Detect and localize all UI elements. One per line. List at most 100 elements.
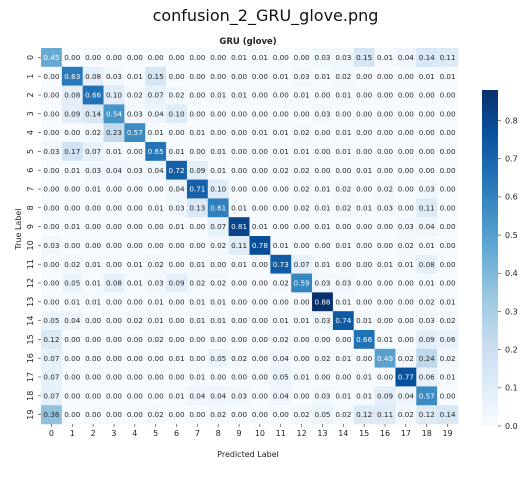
cell-value-label: 0.00 xyxy=(106,53,122,62)
cell-value-label: 0.00 xyxy=(64,354,80,363)
cell-value-label: 0.00 xyxy=(231,185,247,194)
cell-value-label: 0.00 xyxy=(210,109,226,118)
x-tick-label: 7 xyxy=(195,429,200,438)
cell-value-label: 0.01 xyxy=(273,147,289,156)
heatmap-cell xyxy=(61,142,83,162)
heatmap-cell xyxy=(207,386,229,406)
cell-value-label: 0.00 xyxy=(440,147,456,156)
heatmap-cell xyxy=(416,311,438,331)
heatmap-cell xyxy=(291,292,313,312)
cell-value-label: 0.03 xyxy=(419,316,435,325)
heatmap-cell xyxy=(395,292,417,312)
cell-value-label: 0.02 xyxy=(210,241,226,250)
heatmap-cell xyxy=(353,348,375,368)
heatmap-cell xyxy=(291,405,313,425)
heatmap-cell xyxy=(186,367,209,387)
heatmap-cell xyxy=(124,198,146,218)
cell-value-label: 0.00 xyxy=(377,109,393,118)
heatmap-cell xyxy=(249,48,271,68)
cell-value-label: 0.01 xyxy=(273,72,289,81)
heatmap-cell xyxy=(312,236,334,256)
heatmap-cell xyxy=(186,273,209,293)
cell-value-label: 0.01 xyxy=(85,279,101,288)
heatmap-cell xyxy=(312,217,334,237)
heatmap-cell xyxy=(41,405,63,425)
cell-value-label: 0.00 xyxy=(148,354,164,363)
heatmap-cell xyxy=(41,48,63,68)
cell-value-label: 0.03 xyxy=(294,72,310,81)
heatmap-cell xyxy=(332,104,355,124)
heatmap-cell xyxy=(353,254,375,274)
heatmap-cell xyxy=(312,66,334,86)
heatmap-cell xyxy=(437,236,459,256)
cell-value-label: 0.01 xyxy=(148,297,164,306)
heatmap-cell xyxy=(353,236,375,256)
cell-value-label: 0.01 xyxy=(294,91,310,100)
heatmap-cell xyxy=(312,273,334,293)
heatmap-cell xyxy=(166,236,188,256)
heatmap-cell xyxy=(124,405,146,425)
y-tick-label: 2 xyxy=(26,92,35,97)
cell-value-label: 0.00 xyxy=(43,166,59,175)
x-tick-label: 14 xyxy=(338,429,348,438)
cell-value-label: 0.09 xyxy=(189,166,205,175)
heatmap-cell xyxy=(124,104,146,124)
heatmap-cell xyxy=(312,292,334,312)
cell-value-label: 0.11 xyxy=(231,241,247,250)
heatmap-cell xyxy=(186,160,209,180)
cell-value-label: 0.02 xyxy=(127,91,143,100)
cell-value-label: 0.00 xyxy=(377,279,393,288)
heatmap-cell xyxy=(186,236,209,256)
cell-value-label: 0.04 xyxy=(148,166,164,175)
cell-value-label: 0.03 xyxy=(127,166,143,175)
heatmap-cell xyxy=(82,104,104,124)
cell-value-label: 0.01 xyxy=(356,203,372,212)
cell-value-label: 0.03 xyxy=(419,185,435,194)
cell-value-label: 0.00 xyxy=(127,241,143,250)
colorbar-tick-label: 0.6 xyxy=(505,193,518,202)
cell-value-label: 0.00 xyxy=(252,316,268,325)
heatmap-cell xyxy=(82,160,104,180)
heatmap-cell xyxy=(374,104,396,124)
heatmap-cell xyxy=(41,123,63,143)
heatmap-cell xyxy=(228,104,250,124)
heatmap-cell xyxy=(437,123,459,143)
y-tick-label: 10 xyxy=(26,240,35,250)
cell-value-label: 0.00 xyxy=(231,128,247,137)
cell-value-label: 0.00 xyxy=(43,203,59,212)
file-title: confusion_2_GRU_glove.png xyxy=(152,6,379,25)
heatmap-cell xyxy=(270,123,292,143)
heatmap-cell xyxy=(249,292,271,312)
cell-value-label: 0.04 xyxy=(169,185,185,194)
heatmap-cell xyxy=(270,66,292,86)
x-tick-label: 5 xyxy=(153,429,158,438)
y-tick-label: 17 xyxy=(26,372,35,382)
heatmap-cell xyxy=(124,85,146,105)
cell-value-label: 0.00 xyxy=(85,391,101,400)
cell-value-label: 0.61 xyxy=(210,203,226,212)
cell-value-label: 0.01 xyxy=(64,297,80,306)
heatmap-cell xyxy=(186,217,209,237)
heatmap-cell xyxy=(61,179,83,199)
cell-value-label: 0.02 xyxy=(294,166,310,175)
chart-title: GRU (glove) xyxy=(219,37,276,47)
heatmap-cell xyxy=(103,348,125,368)
cell-value-label: 0.01 xyxy=(314,72,330,81)
heatmap-cell xyxy=(207,292,229,312)
heatmap-cell xyxy=(395,330,417,350)
cell-value-label: 0.01 xyxy=(169,391,185,400)
cell-value-label: 0.03 xyxy=(231,391,247,400)
cell-value-label: 0.00 xyxy=(169,335,185,344)
heatmap-cell xyxy=(416,367,438,387)
cell-value-label: 0.00 xyxy=(356,185,372,194)
cell-value-label: 0.09 xyxy=(377,391,393,400)
x-axis-label: Predicted Label xyxy=(217,450,279,459)
cell-value-label: 0.00 xyxy=(398,185,414,194)
heatmap-cell xyxy=(374,236,396,256)
heatmap-cell xyxy=(249,348,271,368)
heatmap-cell xyxy=(291,236,313,256)
heatmap-cell xyxy=(312,142,334,162)
cell-value-label: 0.07 xyxy=(43,373,59,382)
heatmap-cell xyxy=(291,179,313,199)
heatmap-cell xyxy=(61,198,83,218)
